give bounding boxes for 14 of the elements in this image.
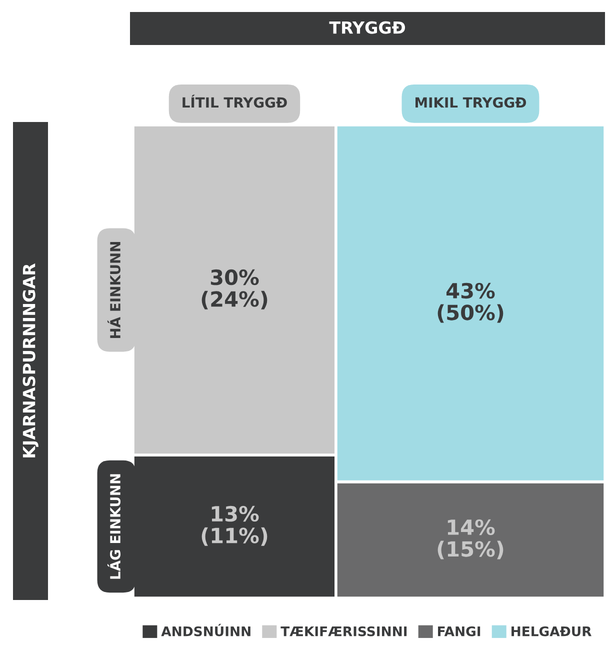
legend-label: TÆKIFÆRISSINNI [280,626,407,636]
category-label: MIKIL TRYGGÐ [416,97,526,108]
category-label: LÁG EINKUNN [107,474,121,579]
data-label: 30% (24%) [202,269,268,310]
category-label: HÁ EINKUNN [107,242,121,338]
data-label: 43% (50%) [438,282,504,323]
category-label: LÍTIL TRYGGÐ [182,94,287,108]
text: KJARNASPURNINGAR [22,263,38,458]
data-label: 14% (15%) [438,519,504,560]
text: TRYGGÐ [329,21,405,34]
legend-label: HELGAÐUR [512,626,592,636]
legend-label: ANDSNÚINN [161,624,250,636]
data-label: 13% (11%) [202,506,268,546]
legend-label: FANGI [438,626,480,636]
